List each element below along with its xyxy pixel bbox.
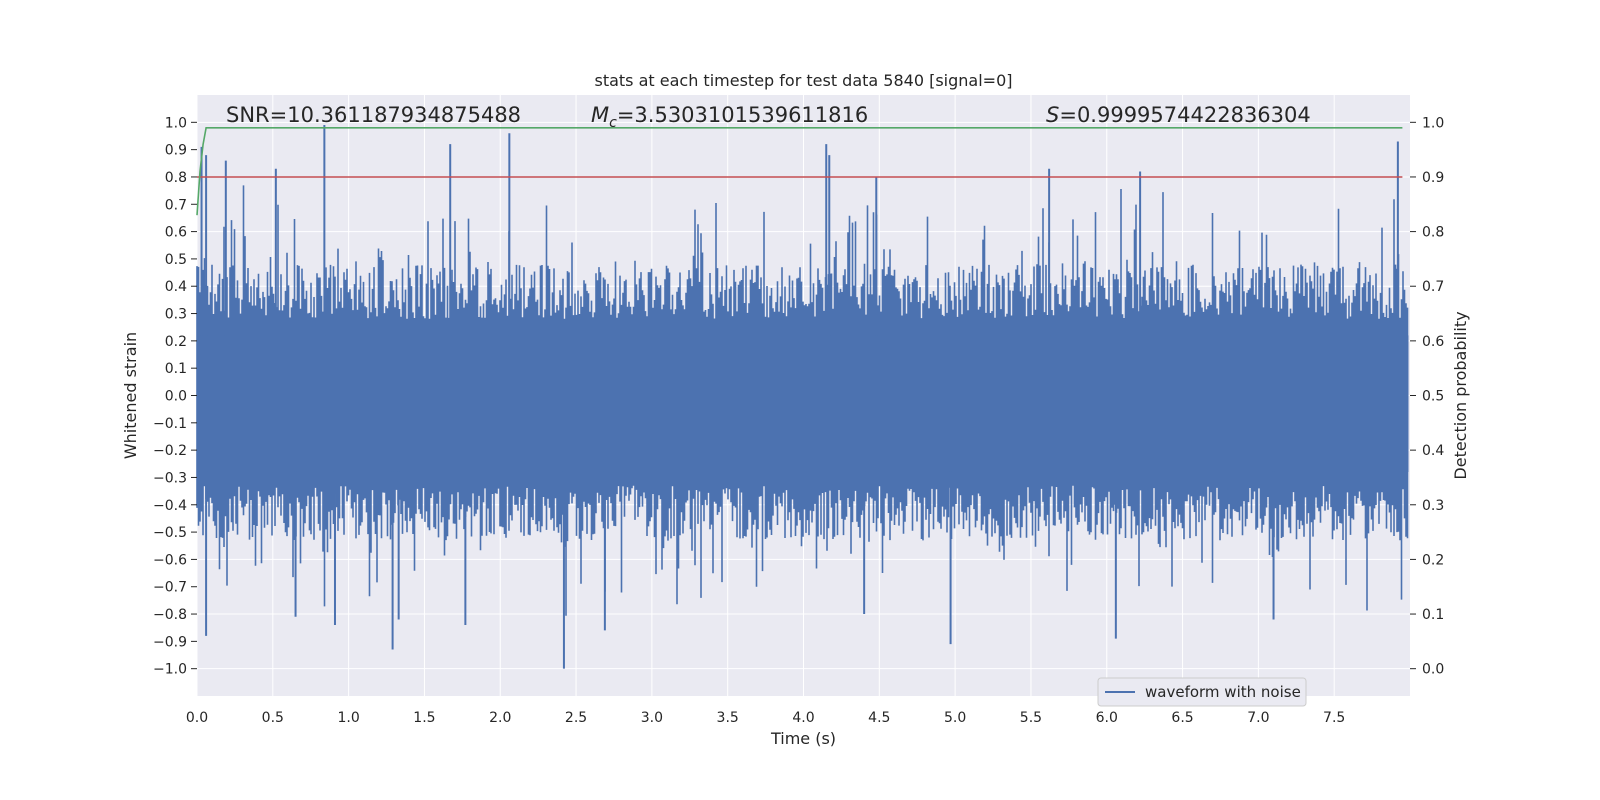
- x-tick-label: 4.0: [792, 710, 814, 726]
- right-y-tick-label: 0.7: [1422, 279, 1444, 295]
- x-tick-label: 6.5: [1171, 710, 1193, 726]
- y-tick-label: 0.7: [165, 197, 187, 213]
- legend-box: [1097, 677, 1307, 707]
- right-y-tick-label: 0.6: [1422, 334, 1444, 350]
- y-tick-label: 0.2: [165, 334, 187, 350]
- y-tick-label: −0.6: [153, 552, 187, 568]
- y-tick-label: −0.5: [153, 525, 187, 541]
- x-tick-label: 5.5: [1020, 710, 1042, 726]
- detection-score-symbol: S: [1046, 103, 1059, 127]
- x-tick-label: 6.0: [1096, 710, 1118, 726]
- chirp-mass-value: =3.5303101539611816: [617, 103, 868, 127]
- y-tick-label: 0.5: [165, 252, 187, 268]
- waveform-core: [197, 335, 1409, 472]
- chirp-mass-subscript: c: [609, 115, 617, 131]
- x-tick-label: 7.0: [1247, 710, 1269, 726]
- y-tick-label: −0.3: [153, 470, 187, 486]
- y-tick-label: 0.8: [165, 170, 187, 186]
- y-tick-label: 0.9: [165, 143, 187, 159]
- right-y-tick-label: 0.9: [1422, 170, 1444, 186]
- chart-title: stats at each timestep for test data 584…: [594, 71, 1012, 90]
- x-tick-label: 3.5: [717, 710, 739, 726]
- x-tick-label: 2.0: [489, 710, 511, 726]
- y-tick-label: −0.9: [153, 634, 187, 650]
- waveform-series: [196, 125, 1409, 669]
- x-tick-label: 2.5: [565, 710, 587, 726]
- probability-lines: [196, 127, 1403, 216]
- y-tick-label: 0.4: [165, 279, 187, 295]
- y-axis-ticks: −1.0 −0.9 −0.8 −0.7 −0.6 −0.5 −0.4 −0.3 −0.2 −0.1…: [153, 115, 197, 678]
- x-tick-label: 3.0: [641, 710, 663, 726]
- y-tick-label: 0.3: [165, 307, 187, 323]
- chirp-mass-annotation: Mc=3.5303101539611816: [591, 103, 868, 131]
- y-axis-label: Whitened strain: [121, 332, 140, 459]
- right-y-tick-label: 0.1: [1422, 607, 1444, 623]
- right-y-tick-label: 0.5: [1422, 389, 1444, 405]
- x-tick-label: 1.5: [413, 710, 435, 726]
- y-tick-label: −0.4: [153, 498, 187, 514]
- x-tick-label: 0.0: [186, 710, 208, 726]
- y-tick-label: 0.0: [165, 389, 187, 405]
- right-y-tick-label: 0.3: [1422, 498, 1444, 514]
- y-tick-label: −0.1: [153, 416, 187, 432]
- right-y-tick-label: 0.8: [1422, 225, 1444, 241]
- snr-annotation: SNR=10.361187934875488: [226, 103, 521, 127]
- right-y-tick-label: 0.4: [1422, 443, 1444, 459]
- y-tick-label: −0.2: [153, 443, 187, 459]
- y-tick-label: 0.1: [165, 361, 187, 377]
- detection-score-value: =0.9999574422836304: [1059, 103, 1310, 127]
- right-y-axis-ticks: 0.0 0.1 0.2 0.3 0.4 0.5 0.6 0.7 0.8 0.9 1.0: [1410, 115, 1444, 678]
- right-y-axis-label: Detection probability: [1451, 311, 1470, 479]
- x-axis-label: Time (s): [770, 729, 836, 748]
- y-tick-label: −0.7: [153, 580, 187, 596]
- y-tick-label: 1.0: [165, 115, 187, 131]
- x-axis-ticks: 0.0 0.5 1.0 1.5 2.0 2.5 3.0 3.5 4.0 4.5 5.0 5.5 6.0 6…: [186, 710, 1345, 726]
- detection-probability-line: [196, 127, 1403, 216]
- y-tick-label: −1.0: [153, 662, 187, 678]
- right-y-tick-label: 1.0: [1422, 115, 1444, 131]
- right-y-tick-label: 0.2: [1422, 552, 1444, 568]
- x-tick-label: 7.5: [1323, 710, 1345, 726]
- legend-label-waveform: waveform with noise: [1145, 683, 1301, 701]
- chirp-mass-symbol: M: [591, 103, 609, 127]
- x-tick-label: 0.5: [262, 710, 284, 726]
- right-y-tick-label: 0.0: [1422, 662, 1444, 678]
- x-tick-label: 1.0: [337, 710, 359, 726]
- legend: waveform with noise: [1097, 677, 1307, 707]
- x-tick-label: 5.0: [944, 710, 966, 726]
- x-tick-label: 4.5: [868, 710, 890, 726]
- y-tick-label: −0.8: [153, 607, 187, 623]
- detection-score-annotation: S=0.9999574422836304: [1046, 103, 1311, 127]
- y-tick-label: 0.6: [165, 225, 187, 241]
